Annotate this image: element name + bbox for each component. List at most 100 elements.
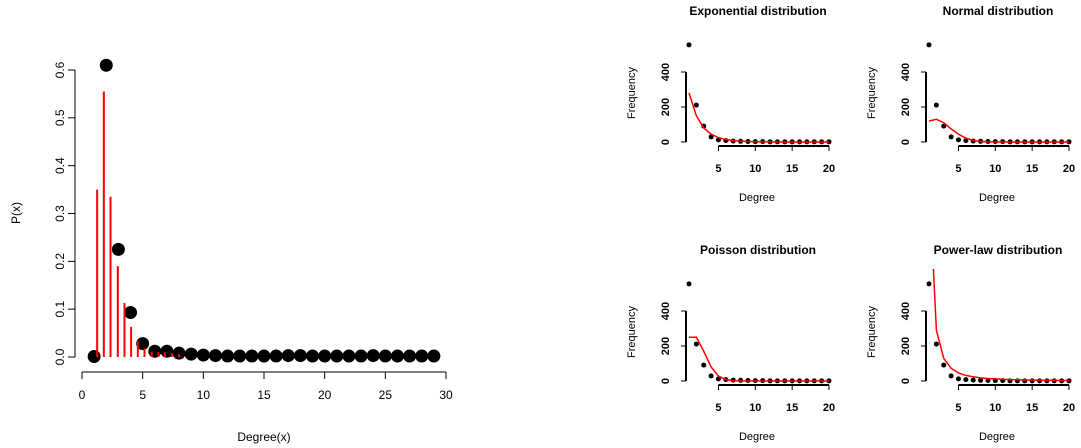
point bbox=[342, 349, 356, 363]
point bbox=[87, 350, 101, 364]
point bbox=[978, 377, 984, 383]
y-tick-label: 0.2 bbox=[53, 253, 67, 270]
chart-title: Exponential distribution bbox=[689, 4, 826, 18]
panel: 0.0 0.1 0.2 0.3 0.4 0.5 0.6 0 5 10 15 20 25 30 Degree(… bbox=[9, 58, 453, 444]
x-axis-label: Degree bbox=[739, 431, 775, 443]
point bbox=[933, 102, 939, 108]
y-tick-label: 0 bbox=[900, 139, 912, 145]
y-tick-label: 0.3 bbox=[53, 205, 67, 222]
point bbox=[955, 376, 961, 382]
y-tick-label: 400 bbox=[900, 302, 912, 320]
chart-title: Normal distribution bbox=[943, 4, 1054, 18]
point bbox=[693, 102, 699, 108]
x-tick-label: 10 bbox=[989, 163, 1001, 175]
point bbox=[701, 362, 707, 368]
panel: 0 200 400 5 10 15 20 Poisson distribution Degree… bbox=[626, 243, 835, 443]
point bbox=[208, 349, 222, 363]
y-tick-label: 0.4 bbox=[53, 157, 67, 174]
point bbox=[390, 349, 404, 363]
x-tick-label: 10 bbox=[197, 388, 211, 402]
x-axis-label: Degree(x) bbox=[237, 430, 290, 444]
point bbox=[378, 349, 392, 363]
y-axis-label: Frequency bbox=[866, 306, 878, 358]
point bbox=[415, 349, 429, 363]
x-tick-label: 10 bbox=[749, 402, 761, 414]
x-tick-label: 20 bbox=[318, 388, 332, 402]
point bbox=[99, 58, 113, 72]
x-axis-label: Degree bbox=[739, 192, 775, 204]
y-tick-label: 0.1 bbox=[53, 301, 67, 318]
point bbox=[963, 377, 969, 383]
x-tick-label: 5 bbox=[715, 163, 721, 175]
x-tick-label: 20 bbox=[1063, 402, 1075, 414]
point bbox=[257, 349, 271, 363]
y-tick-label: 0 bbox=[660, 378, 672, 384]
point bbox=[926, 42, 932, 48]
x-tick-label: 25 bbox=[379, 388, 393, 402]
x-tick-label: 15 bbox=[1026, 402, 1038, 414]
x-tick-label: 20 bbox=[823, 163, 835, 175]
x-tick-label: 5 bbox=[715, 402, 721, 414]
point bbox=[955, 137, 961, 143]
point bbox=[686, 281, 692, 287]
point bbox=[403, 349, 417, 363]
y-tick-label: 0.0 bbox=[53, 348, 67, 365]
x-tick-label: 5 bbox=[955, 163, 961, 175]
x-tick-label: 15 bbox=[786, 402, 798, 414]
y-axis-label: Frequency bbox=[866, 67, 878, 119]
y-tick-label: 200 bbox=[900, 337, 912, 355]
point bbox=[184, 347, 198, 361]
point bbox=[354, 349, 368, 363]
x-tick-label: 20 bbox=[1063, 163, 1075, 175]
y-tick-label: 400 bbox=[660, 63, 672, 81]
point bbox=[970, 377, 976, 383]
x-tick-label: 30 bbox=[439, 388, 453, 402]
panel: 0 200 400 5 10 15 20 Normal distribution Degree F… bbox=[866, 4, 1075, 204]
point bbox=[111, 242, 125, 256]
y-tick-label: 0 bbox=[660, 139, 672, 145]
point bbox=[948, 134, 954, 140]
x-tick-label: 0 bbox=[79, 388, 86, 402]
point bbox=[926, 281, 932, 287]
x-tick-label: 10 bbox=[989, 402, 1001, 414]
point bbox=[686, 42, 692, 48]
point bbox=[136, 337, 150, 351]
chart-title: Poisson distribution bbox=[700, 243, 816, 257]
point bbox=[124, 306, 138, 320]
x-tick-label: 15 bbox=[257, 388, 271, 402]
fit-line bbox=[689, 336, 829, 382]
point bbox=[715, 376, 721, 382]
x-axis-label: Degree bbox=[979, 431, 1015, 443]
point bbox=[366, 349, 380, 363]
panel: 0 200 400 5 10 15 20 Exponential distribution De… bbox=[626, 4, 835, 204]
point bbox=[306, 349, 320, 363]
y-axis-label: Frequency bbox=[626, 67, 638, 119]
point bbox=[330, 349, 344, 363]
point bbox=[427, 349, 441, 363]
y-tick-label: 200 bbox=[660, 337, 672, 355]
x-tick-label: 5 bbox=[139, 388, 146, 402]
fit-line bbox=[688, 92, 829, 143]
x-tick-label: 15 bbox=[786, 163, 798, 175]
point bbox=[221, 349, 235, 363]
point bbox=[963, 138, 969, 144]
y-tick-label: 0.5 bbox=[53, 109, 67, 126]
point bbox=[196, 348, 210, 362]
point bbox=[941, 362, 947, 368]
point bbox=[933, 341, 939, 347]
point bbox=[233, 349, 247, 363]
point bbox=[281, 349, 295, 363]
point bbox=[160, 344, 174, 358]
y-tick-label: 0.6 bbox=[53, 61, 67, 78]
chart-title: Power-law distribution bbox=[934, 243, 1063, 257]
y-tick-label: 200 bbox=[900, 98, 912, 116]
fit-line bbox=[928, 118, 1069, 143]
point bbox=[318, 349, 332, 363]
y-tick-label: 0 bbox=[900, 378, 912, 384]
y-tick-label: 200 bbox=[660, 98, 672, 116]
point bbox=[293, 349, 307, 363]
point bbox=[269, 349, 283, 363]
x-tick-label: 15 bbox=[1026, 163, 1038, 175]
x-tick-label: 5 bbox=[955, 402, 961, 414]
fit-line bbox=[932, 269, 1069, 382]
